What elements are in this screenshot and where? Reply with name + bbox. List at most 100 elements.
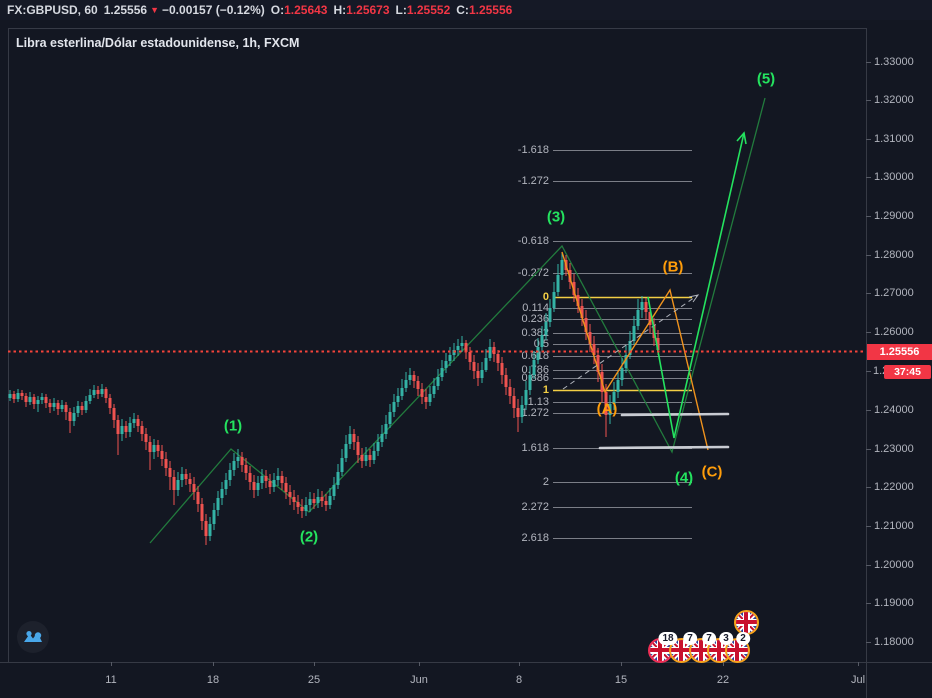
candle-body	[272, 480, 276, 487]
fib-level-label[interactable]: 2	[543, 476, 549, 488]
fib-level-label[interactable]: -1.272	[518, 175, 549, 187]
bar-countdown-timer: 37:45	[884, 365, 931, 379]
price-axis-label[interactable]: 1.18000	[874, 636, 914, 648]
event-count-badge[interactable]: 2	[736, 632, 750, 645]
candle-body	[160, 451, 164, 459]
candle-body	[560, 260, 564, 275]
time-axis-label[interactable]: 11	[105, 674, 116, 686]
price-axis-label[interactable]: 1.27000	[874, 287, 914, 299]
candle-body	[368, 455, 372, 460]
candle-body	[40, 397, 44, 400]
wave-label-orange[interactable]: (C)	[702, 464, 723, 481]
fib-level-label[interactable]: 1.618	[521, 442, 549, 454]
candle-body	[632, 326, 636, 341]
candle-body	[252, 482, 256, 490]
support-line[interactable]	[598, 445, 730, 450]
fib-level-label[interactable]: 2.618	[521, 532, 549, 544]
price-axis-label[interactable]: 1.23000	[874, 443, 914, 455]
price-axis-label[interactable]: 1.31000	[874, 133, 914, 145]
fib-level-label[interactable]: 1.13	[528, 396, 549, 408]
fib-level-label[interactable]: 2.272	[521, 501, 549, 513]
candle-body	[304, 505, 308, 511]
support-line[interactable]	[620, 412, 730, 417]
candle-body	[552, 292, 556, 308]
elliott-impulse-line[interactable]	[149, 97, 766, 544]
fib-level-label[interactable]: 0	[543, 291, 549, 303]
wave-label-green[interactable]: (5)	[757, 71, 775, 88]
candle-body	[392, 402, 396, 412]
time-axis-label[interactable]: 8	[516, 674, 522, 686]
candle-body	[188, 479, 192, 484]
fib-level-label[interactable]: 0.886	[521, 372, 549, 384]
candle-body	[212, 510, 216, 524]
fib-level-label[interactable]: 1.272	[521, 407, 549, 419]
dashed-trend-line[interactable]	[562, 294, 699, 390]
candle-body	[436, 377, 440, 386]
candle-body	[184, 474, 188, 479]
candle-body	[424, 397, 428, 402]
price-axis-label[interactable]: 1.28000	[874, 249, 914, 261]
event-count-badge[interactable]: 7	[683, 632, 697, 645]
wave-label-green[interactable]: (1)	[224, 418, 242, 435]
candle-body	[536, 347, 540, 360]
candle-body	[124, 426, 128, 432]
time-axis-label[interactable]: 25	[308, 674, 320, 686]
price-axis-label[interactable]: 1.21000	[874, 520, 914, 532]
symbol-title[interactable]: FX:GBPUSD, 60	[7, 3, 98, 17]
candle-body	[96, 390, 100, 394]
candle-body	[620, 368, 624, 380]
wave-label-green[interactable]: (2)	[300, 529, 318, 546]
price-axis-label[interactable]: 1.24000	[874, 404, 914, 416]
candle-body	[36, 400, 40, 404]
fib-level-label[interactable]: 0.114	[522, 302, 549, 314]
time-axis-label[interactable]: 15	[615, 674, 627, 686]
candle-body	[296, 502, 300, 507]
candle-body	[240, 457, 244, 465]
fib-level-label[interactable]: 1	[543, 384, 549, 396]
low-value: 1.25552	[406, 3, 451, 17]
wave-label-orange[interactable]: (B)	[663, 259, 684, 276]
price-axis-label[interactable]: 1.22000	[874, 481, 914, 493]
time-axis-label[interactable]: Jun	[410, 674, 428, 686]
fib-level-label[interactable]: 0.236	[521, 313, 549, 325]
candle-body	[352, 434, 356, 442]
price-axis-label[interactable]: 1.29000	[874, 210, 914, 222]
event-count-badge[interactable]: 3	[719, 632, 733, 645]
time-axis-label[interactable]: Jul	[851, 674, 865, 686]
candle-body	[140, 426, 144, 434]
candle-body	[508, 387, 512, 396]
price-axis-label[interactable]: 1.19000	[874, 597, 914, 609]
fib-level-label[interactable]: -1.618	[518, 144, 549, 156]
price-change: −0.00157 (−0.12%)	[162, 3, 265, 17]
price-axis-label[interactable]: 1.33000	[874, 56, 914, 68]
uk-flag-event-marker[interactable]	[733, 609, 759, 635]
price-axis-label[interactable]: 1.26000	[874, 326, 914, 338]
candle-body	[428, 394, 432, 402]
tradingview-logo[interactable]	[17, 621, 49, 653]
chart-legend[interactable]: Libra esterlina/Dólar estadounidense, 1h…	[16, 36, 300, 50]
price-axis-label[interactable]: 1.30000	[874, 171, 914, 183]
event-count-badge[interactable]: 7	[702, 632, 716, 645]
candle-body	[80, 406, 84, 410]
price-axis-label[interactable]: 1.20000	[874, 559, 914, 571]
uk-flag-event-marker[interactable]	[668, 637, 694, 663]
price-axis-label[interactable]: 1.32000	[874, 94, 914, 106]
candle-body	[224, 480, 228, 489]
candle-body	[420, 389, 424, 397]
candle-body	[248, 473, 252, 482]
candle-body	[512, 396, 516, 408]
event-count-badge[interactable]: 18	[658, 632, 678, 645]
wave-label-orange[interactable]: (A)	[597, 401, 618, 418]
wave-label-green[interactable]: (4)	[675, 470, 693, 487]
fib-level-label[interactable]: -0.618	[518, 235, 549, 247]
candle-body	[580, 306, 584, 318]
forecast-arrow-line[interactable]	[647, 132, 745, 439]
wave-label-green[interactable]: (3)	[547, 209, 565, 226]
fib-level-label[interactable]: -0.272	[518, 267, 549, 279]
fib-level-label[interactable]: 0.618	[521, 350, 549, 362]
candle-body	[384, 424, 388, 434]
time-axis-label[interactable]: 18	[207, 674, 219, 686]
time-axis-label[interactable]: 22	[717, 674, 729, 686]
candle-body	[336, 472, 340, 485]
